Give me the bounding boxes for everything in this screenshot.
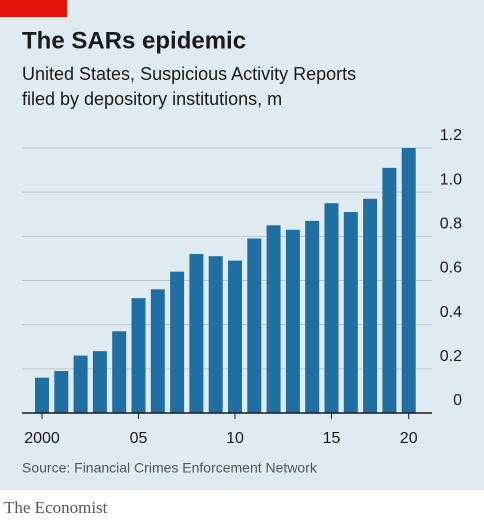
bar: [285, 229, 300, 413]
y-tick-label: 0: [453, 392, 462, 409]
bar: [131, 298, 146, 413]
bar: [150, 289, 165, 413]
bar: [208, 256, 223, 413]
y-tick-label: 1.0: [440, 171, 462, 188]
bar: [73, 355, 88, 413]
bar: [305, 220, 320, 413]
bar: [170, 271, 185, 413]
bar: [343, 212, 358, 413]
bar: [54, 371, 69, 413]
x-tick-label: 15: [323, 430, 341, 447]
bar: [189, 254, 204, 413]
bar: [382, 167, 397, 413]
x-tick-label: 20: [400, 430, 418, 447]
bar: [324, 203, 339, 413]
y-tick-label: 0.6: [440, 260, 462, 277]
red-tag: [0, 0, 67, 17]
bar: [35, 377, 49, 413]
bar: [112, 331, 127, 413]
bar: [401, 148, 416, 413]
y-tick-label: 0.4: [440, 304, 462, 321]
subtitle: United States, Suspicious Activity Repor…: [22, 64, 356, 84]
bar: [228, 260, 242, 413]
source: Source: Financial Crimes Enforcement Net…: [22, 460, 318, 476]
footer: The Economist: [4, 498, 108, 517]
y-tick-label: 0.2: [440, 348, 462, 365]
bar: [92, 351, 107, 413]
x-tick-label: 05: [130, 430, 148, 447]
y-tick-label: 1.2: [440, 127, 462, 144]
bar: [247, 238, 262, 413]
bar: [266, 225, 281, 413]
y-tick-label: 0.8: [440, 216, 462, 233]
x-tick-label: 2000: [24, 430, 60, 447]
subtitle: filed by depository institutions, m: [22, 89, 282, 109]
chart-title: The SARs epidemic: [22, 27, 246, 54]
x-tick-label: 10: [226, 430, 244, 447]
bar: [363, 198, 378, 413]
